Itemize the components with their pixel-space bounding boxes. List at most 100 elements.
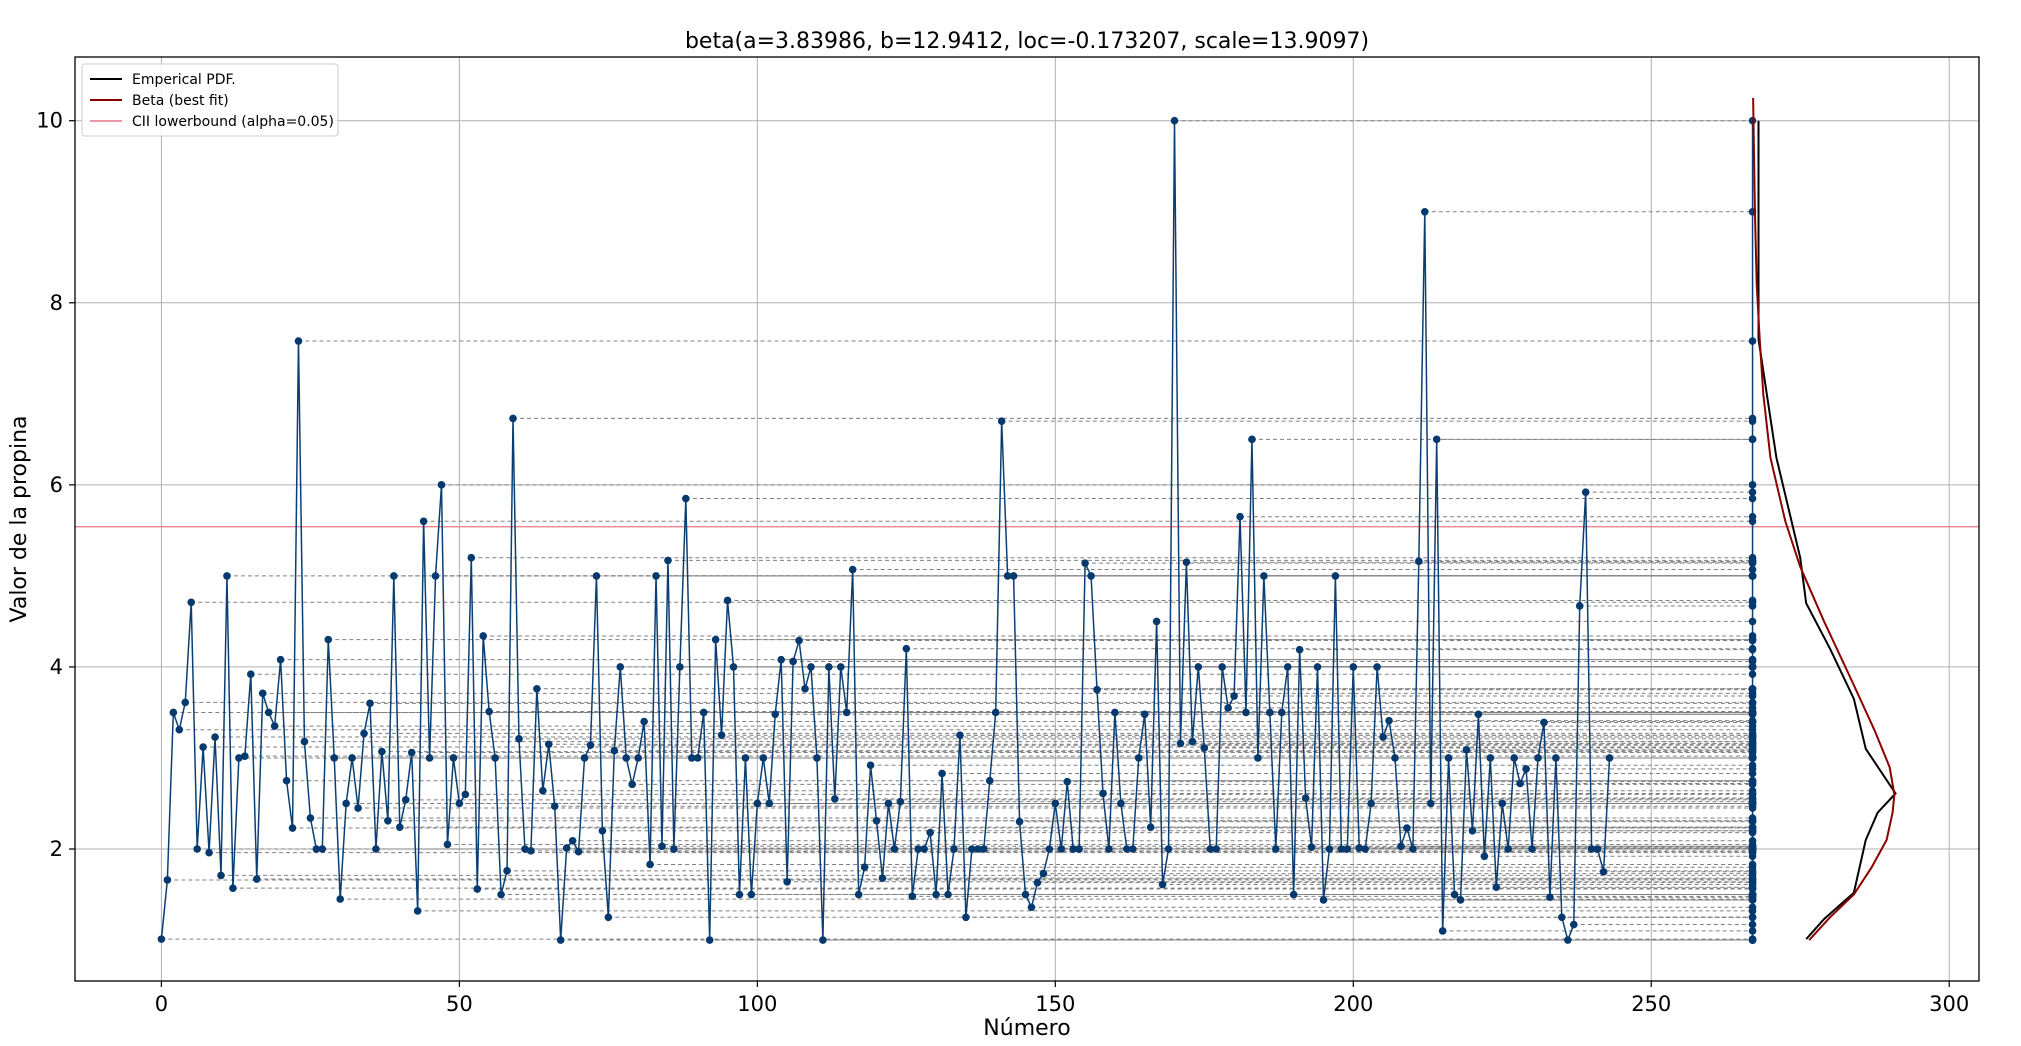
data-point (169, 708, 178, 717)
data-point (1069, 845, 1077, 853)
x-tick-label: 300 (1929, 992, 1969, 1016)
projected-point (1748, 786, 1757, 795)
data-point (1242, 708, 1250, 717)
data-point (1021, 890, 1030, 899)
data-point (908, 892, 917, 901)
data-point (241, 752, 249, 760)
data-point (640, 717, 648, 726)
data-point (938, 769, 946, 778)
data-point (264, 708, 273, 717)
data-point (1015, 817, 1024, 826)
data-point (1528, 845, 1536, 853)
data-point (175, 725, 184, 734)
data-point (437, 481, 446, 489)
data-point (771, 710, 780, 719)
data-point (1152, 617, 1161, 626)
data-point (533, 684, 541, 693)
data-point (294, 337, 303, 345)
projected-point (1748, 761, 1757, 770)
data-point (1188, 737, 1197, 746)
data-point (1564, 936, 1572, 944)
data-point (491, 754, 499, 762)
data-point (246, 670, 255, 679)
data-point (705, 936, 714, 944)
data-point (1486, 754, 1495, 762)
data-point (1045, 845, 1054, 853)
data-point (807, 663, 815, 671)
data-point (598, 826, 607, 835)
data-point (1349, 663, 1358, 671)
data-point (1492, 883, 1501, 892)
projected-point (1748, 670, 1757, 679)
data-point (1420, 207, 1429, 216)
data-point (1283, 663, 1292, 671)
data-point (1248, 435, 1256, 444)
data-point (485, 707, 493, 716)
data-point (1307, 843, 1316, 851)
data-point (1277, 708, 1286, 717)
data-point (1462, 745, 1471, 754)
projected-point (1748, 776, 1757, 785)
x-tick-label: 0 (155, 992, 168, 1016)
data-point (884, 799, 893, 808)
series (157, 116, 1614, 944)
data-point (1552, 754, 1560, 762)
data-point (556, 936, 565, 944)
projected-point (1748, 716, 1757, 725)
data-point (1599, 867, 1608, 876)
data-point (1444, 754, 1453, 762)
data-point (926, 828, 934, 837)
legend-label-beta: Beta (best fit) (132, 93, 229, 109)
data-point (401, 796, 410, 804)
beta-fit-curve (1752, 97, 1896, 941)
data-point (544, 740, 553, 749)
data-point (443, 840, 452, 849)
data-point (1230, 692, 1238, 700)
projected-point (1748, 435, 1757, 444)
data-point (842, 708, 851, 717)
data-point (1194, 663, 1203, 671)
legend: Emperical PDF. Beta (best fit) CII lower… (81, 63, 339, 137)
data-point (801, 684, 809, 693)
data-point (741, 754, 750, 762)
data-point (1039, 869, 1048, 878)
data-point (693, 754, 702, 762)
data-point (348, 754, 356, 762)
data-point (628, 780, 636, 789)
data-point (1128, 845, 1137, 853)
ticks: 0 50 100 150 200 250 300 2 4 6 8 10 (36, 109, 1969, 1016)
x-axis-label: Número (983, 1016, 1070, 1041)
projected-point (1748, 927, 1757, 935)
data-point (1397, 842, 1405, 851)
y-tick-label: 8 (50, 291, 63, 315)
data-point (795, 636, 803, 645)
data-point (914, 845, 923, 853)
data-point (258, 689, 267, 698)
data-point (282, 776, 291, 785)
data-point (1087, 572, 1095, 580)
projected-point (1748, 512, 1757, 521)
data-point (1337, 845, 1346, 853)
data-point (670, 845, 678, 853)
data-point (312, 845, 321, 853)
data-point (1176, 739, 1185, 748)
data-point (419, 517, 428, 526)
data-point (1391, 754, 1399, 762)
data-point (384, 816, 392, 825)
data-point (991, 708, 1000, 717)
data-point (270, 722, 279, 730)
data-point (1361, 845, 1369, 853)
data-point (687, 754, 696, 762)
data-point (1558, 913, 1566, 922)
data-point (1146, 823, 1155, 831)
data-point (1403, 824, 1411, 832)
data-point (193, 845, 201, 853)
data-point (1218, 663, 1226, 671)
data-point (479, 632, 488, 640)
projected-point (1748, 481, 1757, 489)
data-point (1581, 488, 1590, 496)
projected-point (1748, 913, 1757, 922)
data-point (610, 746, 619, 755)
projected-point (1748, 920, 1757, 929)
data-point (1212, 845, 1221, 853)
